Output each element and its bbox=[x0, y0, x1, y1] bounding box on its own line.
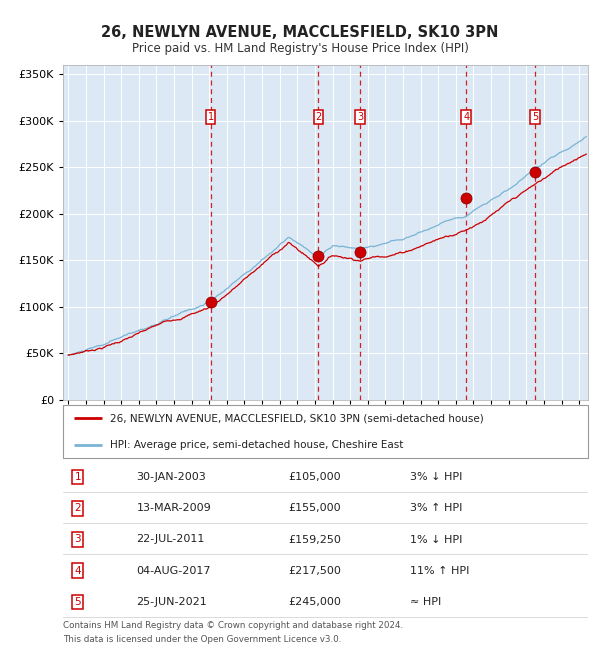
Text: 1% ↓ HPI: 1% ↓ HPI bbox=[409, 534, 462, 545]
Text: 04-AUG-2017: 04-AUG-2017 bbox=[137, 566, 211, 576]
Text: Contains HM Land Registry data © Crown copyright and database right 2024.: Contains HM Land Registry data © Crown c… bbox=[63, 621, 403, 630]
Text: £159,250: £159,250 bbox=[289, 534, 341, 545]
Text: 25-JUN-2021: 25-JUN-2021 bbox=[137, 597, 207, 607]
Text: 1: 1 bbox=[208, 112, 214, 122]
Text: 2: 2 bbox=[74, 503, 81, 514]
Text: 4: 4 bbox=[74, 566, 81, 576]
Text: 13-MAR-2009: 13-MAR-2009 bbox=[137, 503, 211, 514]
Text: 3: 3 bbox=[357, 112, 363, 122]
Text: 26, NEWLYN AVENUE, MACCLESFIELD, SK10 3PN (semi-detached house): 26, NEWLYN AVENUE, MACCLESFIELD, SK10 3P… bbox=[110, 413, 484, 423]
Text: 11% ↑ HPI: 11% ↑ HPI bbox=[409, 566, 469, 576]
Text: 22-JUL-2011: 22-JUL-2011 bbox=[137, 534, 205, 545]
Text: 4: 4 bbox=[463, 112, 469, 122]
Text: 5: 5 bbox=[532, 112, 538, 122]
Text: £105,000: £105,000 bbox=[289, 472, 341, 482]
Text: 5: 5 bbox=[74, 597, 81, 607]
Text: HPI: Average price, semi-detached house, Cheshire East: HPI: Average price, semi-detached house,… bbox=[110, 440, 404, 450]
Text: This data is licensed under the Open Government Licence v3.0.: This data is licensed under the Open Gov… bbox=[63, 635, 341, 644]
Text: 3% ↑ HPI: 3% ↑ HPI bbox=[409, 503, 462, 514]
Text: 2: 2 bbox=[316, 112, 322, 122]
Text: 30-JAN-2003: 30-JAN-2003 bbox=[137, 472, 206, 482]
Text: 1: 1 bbox=[74, 472, 81, 482]
Text: 26, NEWLYN AVENUE, MACCLESFIELD, SK10 3PN: 26, NEWLYN AVENUE, MACCLESFIELD, SK10 3P… bbox=[101, 25, 499, 40]
Text: Price paid vs. HM Land Registry's House Price Index (HPI): Price paid vs. HM Land Registry's House … bbox=[131, 42, 469, 55]
Text: £155,000: £155,000 bbox=[289, 503, 341, 514]
Text: £217,500: £217,500 bbox=[289, 566, 341, 576]
Text: ≈ HPI: ≈ HPI bbox=[409, 597, 441, 607]
Text: 3: 3 bbox=[74, 534, 81, 545]
Text: 3% ↓ HPI: 3% ↓ HPI bbox=[409, 472, 462, 482]
FancyBboxPatch shape bbox=[63, 405, 588, 458]
Text: £245,000: £245,000 bbox=[289, 597, 341, 607]
